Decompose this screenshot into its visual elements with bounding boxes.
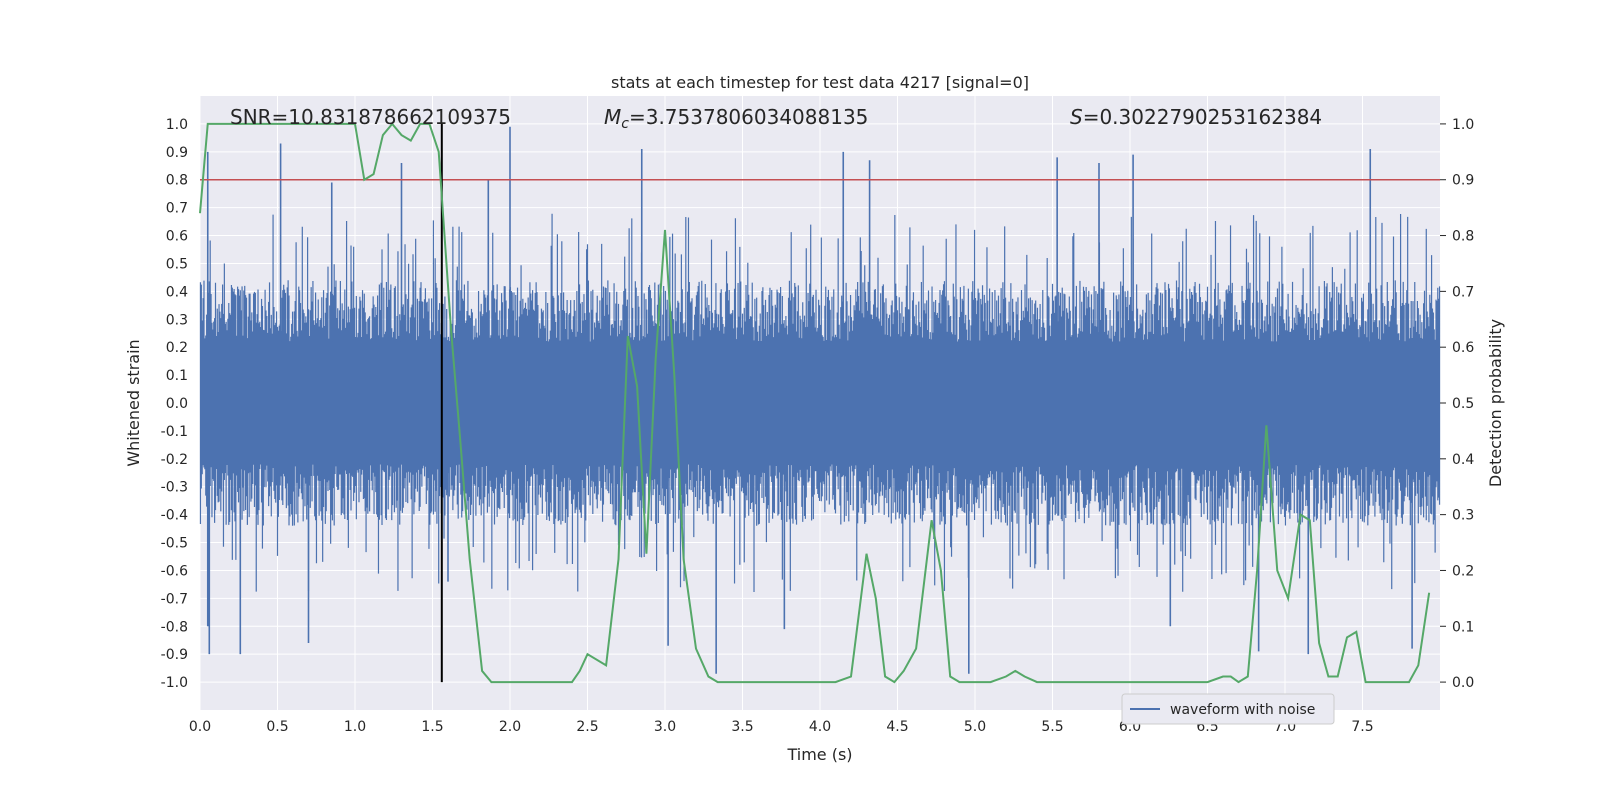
y-tick-label: 0.4 — [166, 284, 188, 300]
spin-value: =0.3022790253162384 — [1083, 105, 1322, 129]
x-tick-label: 4.5 — [886, 719, 908, 735]
y-tick-label: 0.7 — [166, 201, 188, 217]
y2-tick-label: 0.6 — [1452, 340, 1474, 356]
x-tick-label: 5.0 — [964, 719, 986, 735]
x-tick-label: 0.5 — [266, 719, 288, 735]
x-tick-label: 2.0 — [499, 719, 521, 735]
y2-tick-label: 0.7 — [1452, 284, 1474, 300]
y-tick-label: -0.4 — [161, 508, 188, 524]
y-tick-label: -1.0 — [161, 675, 188, 691]
y-tick-label: -0.6 — [161, 563, 188, 579]
x-tick-label: 1.0 — [344, 719, 366, 735]
x-tick-label: 3.5 — [731, 719, 753, 735]
y2-tick-label: 0.3 — [1452, 508, 1474, 524]
x-tick-label: 3.0 — [654, 719, 676, 735]
y-tick-label: -0.8 — [161, 619, 188, 635]
legend-box — [1121, 693, 1335, 725]
x-tick-label: 4.0 — [809, 719, 831, 735]
y-tick-label: 0.5 — [166, 256, 188, 272]
probability-series — [199, 122, 1431, 684]
snr-annotation: SNR=10.831878662109375 — [230, 105, 511, 129]
y-tick-label: -0.7 — [161, 591, 188, 607]
chart-title: stats at each timestep for test data 421… — [611, 73, 1029, 92]
overlay-lines — [200, 123, 1440, 683]
y-axis-label: Whitened strain — [124, 339, 143, 466]
x-tick-label: 7.5 — [1351, 719, 1373, 735]
chirp-mass-subscript: c — [621, 116, 629, 132]
chirp-mass-symbol: M — [604, 105, 621, 129]
x-axis-label: Time (s) — [786, 745, 852, 764]
y2-tick-labels: 0.0 0.1 0.2 0.3 0.4 0.5 0.6 0.7 0.8 0.9 1.0 — [1440, 117, 1474, 691]
y2-tick-label: 0.4 — [1452, 452, 1474, 468]
spin-annotation: S=0.3022790253162384 — [1070, 105, 1322, 129]
y-tick-labels: -1.0 -0.9 -0.8 -0.7 -0.6 -0.5 -0.4 -0.3 -0.2 -0.1… — [161, 117, 188, 691]
x-tick-label: 0.0 — [189, 719, 211, 735]
y-tick-label: 1.0 — [166, 117, 188, 133]
y-tick-label: -0.2 — [161, 452, 188, 468]
y-tick-label: -0.3 — [161, 480, 188, 496]
y-tick-label: 0.0 — [166, 396, 188, 412]
y-tick-label: -0.5 — [161, 536, 188, 552]
y2-tick-label: 0.8 — [1452, 229, 1474, 245]
y-tick-label: 0.9 — [166, 145, 188, 161]
y2-tick-label: 0.0 — [1452, 675, 1474, 691]
y2-tick-label: 0.5 — [1452, 396, 1474, 412]
y-tick-label: -0.1 — [161, 424, 188, 440]
x-tick-label: 2.5 — [576, 719, 598, 735]
y2-tick-label: 0.9 — [1452, 173, 1474, 189]
y2-tick-label: 0.1 — [1452, 619, 1474, 635]
probability-line — [199, 122, 1431, 684]
spin-symbol: S — [1070, 105, 1083, 129]
y-tick-label: 0.1 — [166, 368, 188, 384]
legend: waveform with noise — [1121, 693, 1335, 725]
y2-tick-label: 1.0 — [1452, 117, 1474, 133]
chirp-mass-annotation: Mc=3.7537806034088135 — [604, 105, 868, 132]
y-tick-label: 0.6 — [166, 229, 188, 245]
y-tick-label: 0.2 — [166, 340, 188, 356]
waveform-series — [199, 126, 1441, 674]
y2-axis-label: Detection probability — [1486, 319, 1505, 487]
y2-tick-label: 0.2 — [1452, 563, 1474, 579]
chirp-mass-value: =3.7537806034088135 — [629, 105, 868, 129]
y-tick-label: 0.8 — [166, 173, 188, 189]
x-tick-label: 5.5 — [1041, 719, 1063, 735]
legend-entry: waveform with noise — [1170, 702, 1315, 718]
y-tick-label: 0.3 — [166, 312, 188, 328]
y-tick-label: -0.9 — [161, 647, 188, 663]
waveform-core — [200, 341, 1440, 465]
x-tick-label: 1.5 — [421, 719, 443, 735]
